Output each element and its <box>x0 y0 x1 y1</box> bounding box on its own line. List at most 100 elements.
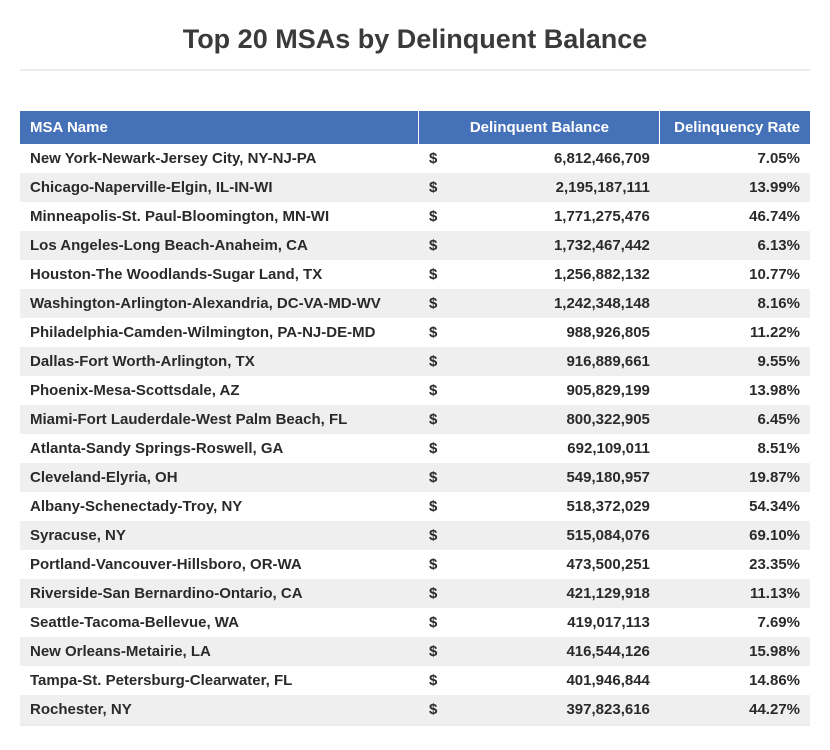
table-row: Seattle-Tacoma-Bellevue, WA$419,017,1137… <box>20 608 810 637</box>
cell-msa-name: Chicago-Naperville-Elgin, IL-IN-WI <box>20 173 419 202</box>
cell-delinquency-rate: 14.86% <box>660 666 810 695</box>
cell-currency-symbol: $ <box>419 260 451 289</box>
cell-msa-name: New York-Newark-Jersey City, NY-NJ-PA <box>20 144 419 173</box>
cell-delinquent-balance: 1,771,275,476 <box>451 202 660 231</box>
cell-msa-name: Washington-Arlington-Alexandria, DC-VA-M… <box>20 289 419 318</box>
table-row: Portland-Vancouver-Hillsboro, OR-WA$473,… <box>20 550 810 579</box>
cell-delinquency-rate: 19.87% <box>660 463 810 492</box>
cell-currency-symbol: $ <box>419 550 451 579</box>
cell-currency-symbol: $ <box>419 608 451 637</box>
cell-delinquent-balance: 905,829,199 <box>451 376 660 405</box>
cell-msa-name: Cleveland-Elyria, OH <box>20 463 419 492</box>
cell-msa-name: Rochester, NY <box>20 695 419 725</box>
cell-msa-name: Portland-Vancouver-Hillsboro, OR-WA <box>20 550 419 579</box>
page-title: Top 20 MSAs by Delinquent Balance <box>20 24 810 55</box>
cell-currency-symbol: $ <box>419 463 451 492</box>
col-header-delinquent-balance: Delinquent Balance <box>419 111 660 144</box>
cell-currency-symbol: $ <box>419 492 451 521</box>
table-row: Tampa-St. Petersburg-Clearwater, FL$401,… <box>20 666 810 695</box>
msa-table: MSA Name Delinquent Balance Delinquency … <box>20 111 810 726</box>
cell-delinquent-balance: 397,823,616 <box>451 695 660 725</box>
cell-currency-symbol: $ <box>419 144 451 173</box>
table-row: Houston-The Woodlands-Sugar Land, TX$1,2… <box>20 260 810 289</box>
cell-delinquency-rate: 44.27% <box>660 695 810 725</box>
cell-delinquent-balance: 421,129,918 <box>451 579 660 608</box>
cell-currency-symbol: $ <box>419 637 451 666</box>
cell-delinquent-balance: 401,946,844 <box>451 666 660 695</box>
cell-currency-symbol: $ <box>419 666 451 695</box>
cell-delinquency-rate: 46.74% <box>660 202 810 231</box>
table-row: Washington-Arlington-Alexandria, DC-VA-M… <box>20 289 810 318</box>
cell-delinquency-rate: 10.77% <box>660 260 810 289</box>
title-divider <box>20 69 810 71</box>
cell-msa-name: Philadelphia-Camden-Wilmington, PA-NJ-DE… <box>20 318 419 347</box>
col-header-msa-name: MSA Name <box>20 111 419 144</box>
cell-delinquency-rate: 13.99% <box>660 173 810 202</box>
cell-delinquency-rate: 6.13% <box>660 231 810 260</box>
cell-msa-name: New Orleans-Metairie, LA <box>20 637 419 666</box>
cell-delinquency-rate: 6.45% <box>660 405 810 434</box>
cell-currency-symbol: $ <box>419 318 451 347</box>
cell-delinquency-rate: 69.10% <box>660 521 810 550</box>
table-row: Philadelphia-Camden-Wilmington, PA-NJ-DE… <box>20 318 810 347</box>
table-row: New Orleans-Metairie, LA$416,544,12615.9… <box>20 637 810 666</box>
table-row: Minneapolis-St. Paul-Bloomington, MN-WI$… <box>20 202 810 231</box>
cell-delinquency-rate: 7.69% <box>660 608 810 637</box>
cell-delinquency-rate: 13.98% <box>660 376 810 405</box>
cell-currency-symbol: $ <box>419 405 451 434</box>
cell-currency-symbol: $ <box>419 347 451 376</box>
table-row: Riverside-San Bernardino-Ontario, CA$421… <box>20 579 810 608</box>
table-row: Los Angeles-Long Beach-Anaheim, CA$1,732… <box>20 231 810 260</box>
table-row: Atlanta-Sandy Springs-Roswell, GA$692,10… <box>20 434 810 463</box>
cell-delinquency-rate: 8.16% <box>660 289 810 318</box>
cell-delinquency-rate: 15.98% <box>660 637 810 666</box>
cell-delinquent-balance: 1,256,882,132 <box>451 260 660 289</box>
cell-currency-symbol: $ <box>419 521 451 550</box>
cell-msa-name: Seattle-Tacoma-Bellevue, WA <box>20 608 419 637</box>
cell-delinquent-balance: 549,180,957 <box>451 463 660 492</box>
col-header-delinquency-rate: Delinquency Rate <box>660 111 810 144</box>
cell-delinquency-rate: 23.35% <box>660 550 810 579</box>
table-row: Albany-Schenectady-Troy, NY$518,372,0295… <box>20 492 810 521</box>
cell-msa-name: Tampa-St. Petersburg-Clearwater, FL <box>20 666 419 695</box>
table-row: Cleveland-Elyria, OH$549,180,95719.87% <box>20 463 810 492</box>
cell-delinquent-balance: 419,017,113 <box>451 608 660 637</box>
cell-msa-name: Albany-Schenectady-Troy, NY <box>20 492 419 521</box>
cell-msa-name: Syracuse, NY <box>20 521 419 550</box>
cell-delinquent-balance: 1,242,348,148 <box>451 289 660 318</box>
cell-delinquency-rate: 11.13% <box>660 579 810 608</box>
cell-currency-symbol: $ <box>419 434 451 463</box>
cell-delinquent-balance: 692,109,011 <box>451 434 660 463</box>
cell-currency-symbol: $ <box>419 376 451 405</box>
table-row: Miami-Fort Lauderdale-West Palm Beach, F… <box>20 405 810 434</box>
cell-delinquent-balance: 916,889,661 <box>451 347 660 376</box>
cell-msa-name: Miami-Fort Lauderdale-West Palm Beach, F… <box>20 405 419 434</box>
table-body: New York-Newark-Jersey City, NY-NJ-PA$6,… <box>20 144 810 725</box>
cell-delinquent-balance: 800,322,905 <box>451 405 660 434</box>
table-row: Rochester, NY$397,823,61644.27% <box>20 695 810 725</box>
cell-delinquency-rate: 9.55% <box>660 347 810 376</box>
cell-delinquency-rate: 11.22% <box>660 318 810 347</box>
table-header-row: MSA Name Delinquent Balance Delinquency … <box>20 111 810 144</box>
table-row: Syracuse, NY$515,084,07669.10% <box>20 521 810 550</box>
cell-delinquency-rate: 8.51% <box>660 434 810 463</box>
table-row: Dallas-Fort Worth-Arlington, TX$916,889,… <box>20 347 810 376</box>
table-row: Phoenix-Mesa-Scottsdale, AZ$905,829,1991… <box>20 376 810 405</box>
table-row: Chicago-Naperville-Elgin, IL-IN-WI$2,195… <box>20 173 810 202</box>
cell-currency-symbol: $ <box>419 202 451 231</box>
cell-currency-symbol: $ <box>419 231 451 260</box>
cell-delinquent-balance: 2,195,187,111 <box>451 173 660 202</box>
cell-msa-name: Minneapolis-St. Paul-Bloomington, MN-WI <box>20 202 419 231</box>
cell-delinquent-balance: 473,500,251 <box>451 550 660 579</box>
cell-msa-name: Houston-The Woodlands-Sugar Land, TX <box>20 260 419 289</box>
cell-delinquency-rate: 54.34% <box>660 492 810 521</box>
cell-msa-name: Riverside-San Bernardino-Ontario, CA <box>20 579 419 608</box>
cell-currency-symbol: $ <box>419 695 451 725</box>
cell-msa-name: Atlanta-Sandy Springs-Roswell, GA <box>20 434 419 463</box>
cell-delinquent-balance: 988,926,805 <box>451 318 660 347</box>
cell-delinquency-rate: 7.05% <box>660 144 810 173</box>
cell-delinquent-balance: 1,732,467,442 <box>451 231 660 260</box>
cell-currency-symbol: $ <box>419 579 451 608</box>
cell-currency-symbol: $ <box>419 173 451 202</box>
cell-msa-name: Los Angeles-Long Beach-Anaheim, CA <box>20 231 419 260</box>
